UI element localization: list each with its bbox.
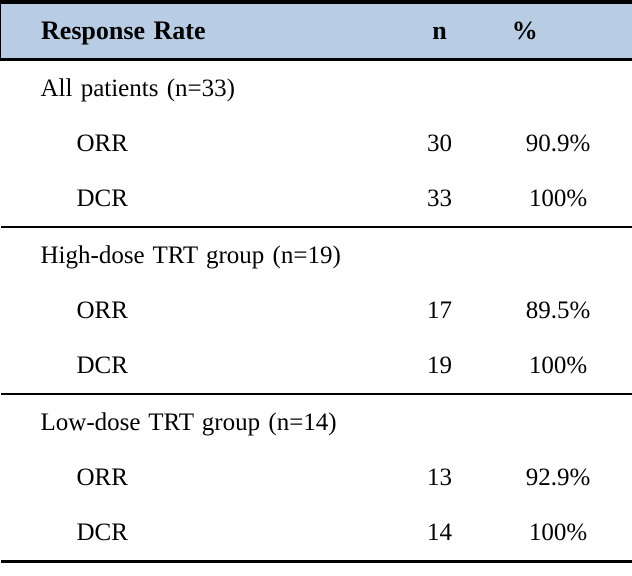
section-title: High-dose TRT group (n=19) [40,241,341,269]
metric-n-value: 13 [427,463,452,491]
table-row: DCR 19 100% [0,338,632,395]
section-title-row: Low-dose TRT group (n=14) [1,394,632,450]
metric-label: DCR [0,505,396,563]
metric-label: DCR [0,338,396,395]
response-rate-table: Response Rate n % All patients (n=33) OR… [0,0,632,563]
column-header-percent: % [483,0,632,61]
metric-percent-value: 92.9% [525,463,591,491]
metric-percent-value: 89.5% [525,296,591,324]
metric-percent-value: 100% [483,338,632,395]
table-header-row: Response Rate n % [0,0,632,61]
table-row: ORR 13 92.9% [1,450,632,505]
metric-percent-value: 100% [483,505,632,563]
table-row: ORR 17 89.5% [1,283,632,338]
section-title-row: High-dose TRT group (n=19) [1,227,632,283]
table-row: DCR 14 100% [0,505,632,563]
section-title: Low-dose TRT group (n=14) [40,408,337,436]
metric-percent-value: 90.9% [525,129,591,157]
metric-n-value: 14 [395,505,484,563]
column-header-n: n [395,0,484,61]
table-row: DCR 33 100% [0,171,632,228]
metric-label: ORR [76,129,128,157]
metric-label: ORR [76,296,128,324]
metric-percent-value: 100% [483,171,632,228]
column-header-response-rate: Response Rate [0,0,396,61]
metric-n-value: 19 [395,338,484,395]
metric-label: DCR [0,171,396,228]
metric-n-value: 17 [427,296,452,324]
section-title-row: All patients (n=33) [1,60,632,117]
metric-label: ORR [76,463,128,491]
metric-n-value: 30 [427,129,452,157]
table-row: ORR 30 90.9% [1,116,632,171]
metric-n-value: 33 [395,171,484,228]
section-title: All patients (n=33) [40,74,235,102]
